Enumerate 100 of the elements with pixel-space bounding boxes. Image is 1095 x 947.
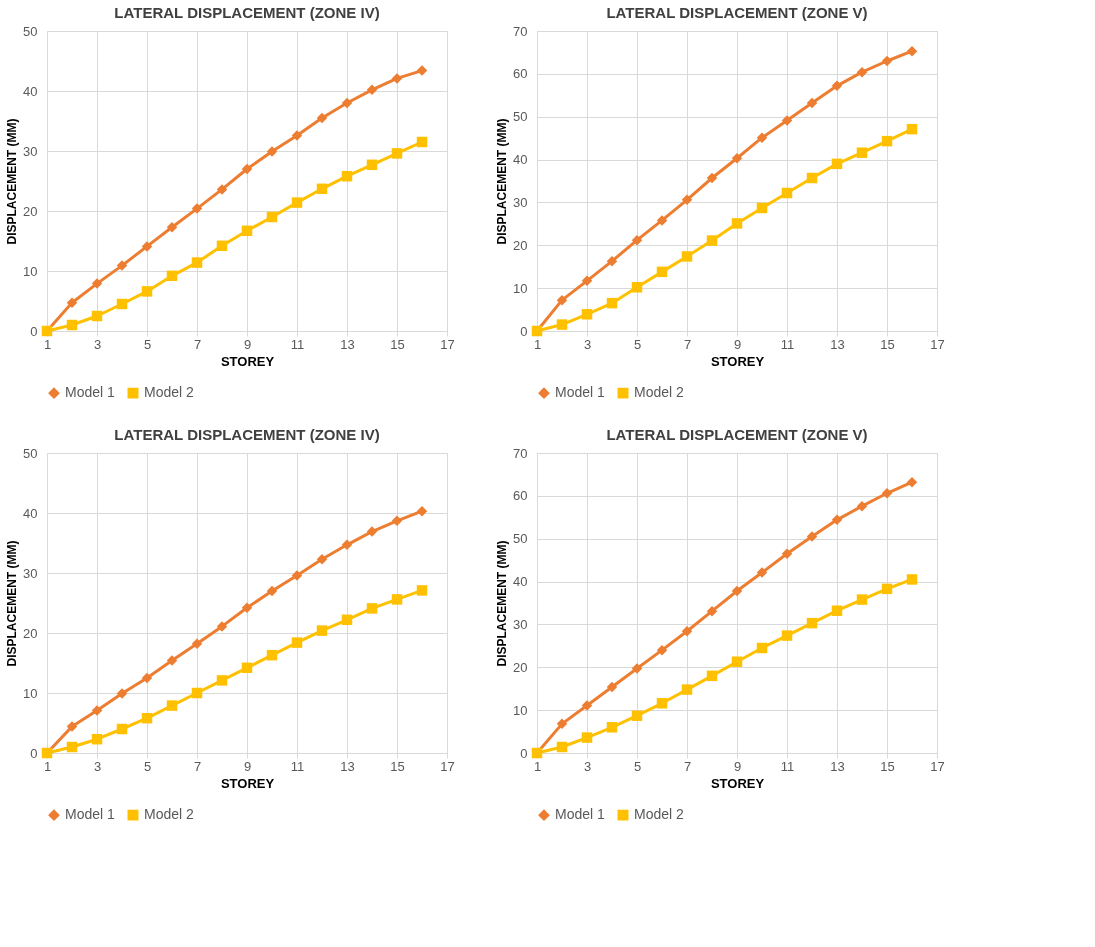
legend-label: Model 2 [144,384,195,401]
point [731,218,743,229]
point [656,644,668,656]
x-axis-title: STOREY [710,775,765,791]
x-tick-label: 7 [683,336,692,352]
point [166,700,178,711]
point [756,202,768,214]
x-tick-label: 11 [290,758,305,774]
y-tick-label: 60 [513,488,528,504]
x-tick-label: 5 [143,336,152,352]
x-tick-label: 5 [143,758,152,774]
point [391,594,403,605]
point [341,539,353,551]
x-tick-label: 9 [243,758,252,774]
point [141,286,153,297]
x-axis-title: STOREY [710,353,765,369]
point [781,548,793,559]
point [806,97,818,109]
point [856,594,868,605]
point [631,663,643,674]
point [656,215,668,226]
x-tick-label: 13 [830,336,845,352]
point [291,637,303,648]
x-tick-label: 9 [243,336,252,352]
y-tick-label: 70 [513,23,528,39]
point [831,605,843,616]
y-tick-label: 50 [513,109,528,125]
point [316,183,328,195]
point [756,132,768,143]
point [191,203,203,214]
legend-label: Model 2 [144,806,195,823]
x-tick-label: 17 [930,336,945,352]
y-tick-label: 0 [30,323,38,339]
point [416,505,428,517]
point [631,234,643,246]
point [216,621,228,632]
x-tick-label: 5 [633,758,642,774]
point [216,675,228,686]
x-tick-label: 13 [830,758,845,774]
x-tick-label: 9 [733,758,742,774]
point [606,722,618,733]
y-axis-title: DISPLACEMENT (MM) [5,540,20,667]
point [606,255,618,267]
point [681,251,693,262]
point [416,585,428,596]
x-tick-label: 7 [683,758,692,774]
y-tick-label: 60 [513,66,528,82]
y-tick-label: 20 [23,203,38,219]
x-tick-label: 7 [193,336,202,352]
legend-label: Model 1 [555,806,606,823]
point [391,73,403,84]
point [781,630,793,641]
point [656,266,668,278]
chart-title: LATERAL DISPLACEMENT (ZONE V) [606,426,868,443]
point [881,583,893,595]
x-tick-label: 11 [290,336,305,352]
chart-title: LATERAL DISPLACEMENT (ZONE V) [606,4,868,21]
point [656,698,668,709]
point [631,282,643,293]
point [806,617,818,629]
point [191,687,203,699]
point [166,221,178,233]
y-tick-label: 10 [513,280,528,296]
legend-label: Model 2 [634,384,685,401]
y-tick-label: 20 [513,659,528,675]
point [856,66,868,78]
x-tick-label: 11 [780,758,795,774]
y-tick-label: 30 [513,194,528,210]
x-tick-label: 9 [733,336,742,352]
y-tick-label: 10 [23,263,38,279]
y-tick-label: 30 [23,565,38,581]
x-tick-label: 17 [440,336,455,352]
point [581,732,593,743]
point [191,257,203,268]
point [806,531,818,542]
y-axis-title: DISPLACEMENT (MM) [495,118,510,245]
y-axis-title: DISPLACEMENT (MM) [5,118,20,245]
point [906,476,918,488]
point [606,681,618,693]
y-tick-label: 20 [513,237,528,253]
point [366,603,378,614]
point [906,574,918,585]
point [116,260,128,271]
x-tick-label: 13 [340,336,355,352]
point [366,526,378,537]
x-tick-label: 17 [440,758,455,774]
point [291,570,303,581]
point [831,158,843,170]
point [391,148,403,159]
point [831,514,843,526]
x-tick-label: 1 [43,758,52,774]
x-tick-label: 3 [583,336,592,352]
point [166,655,178,666]
point [631,710,643,721]
point [581,309,593,320]
point [706,172,718,184]
point [681,626,693,637]
point [731,153,743,164]
x-tick-label: 7 [193,758,202,774]
point [116,723,128,735]
